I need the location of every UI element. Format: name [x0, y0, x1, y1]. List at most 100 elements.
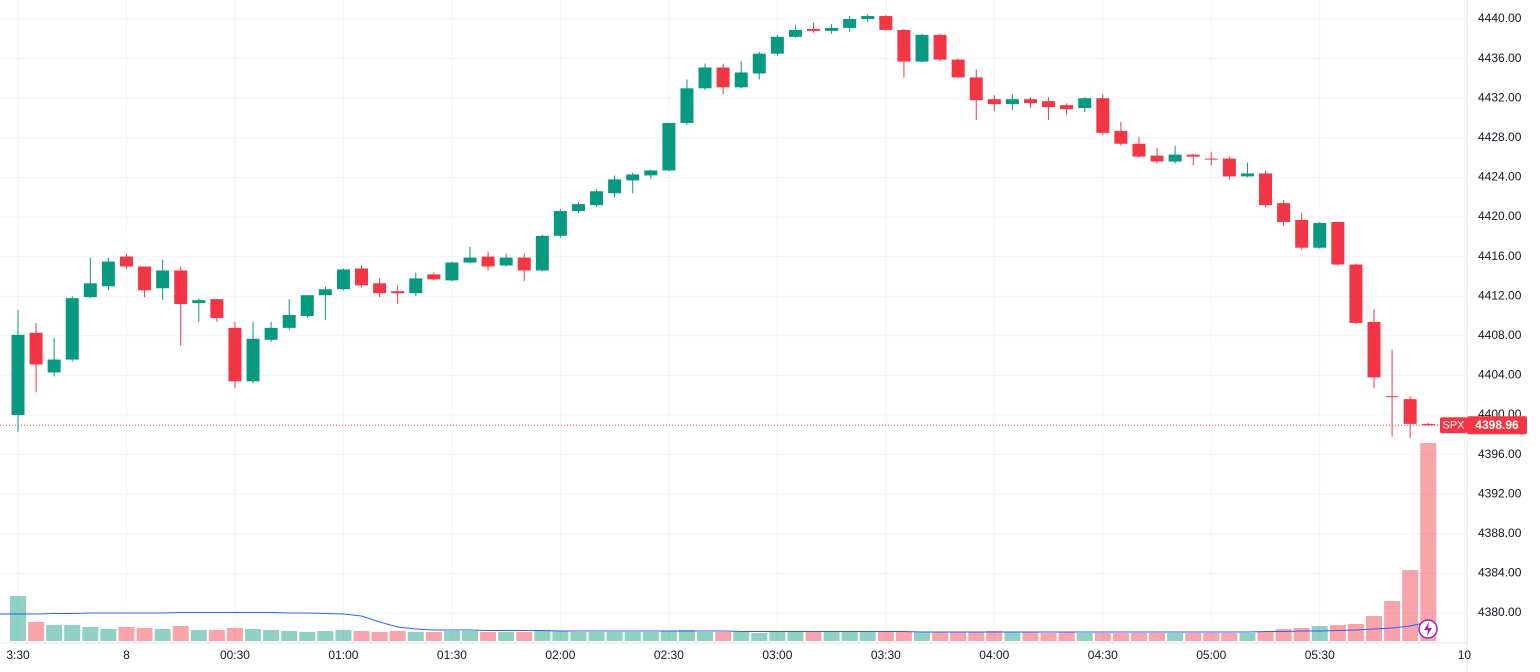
volume-bar: [389, 631, 406, 641]
volume-bar: [28, 622, 45, 641]
x-tick-label: 02:30: [654, 648, 684, 662]
candle-body: [1096, 98, 1110, 133]
volume-bar: [1402, 570, 1419, 641]
candle-body: [1078, 98, 1092, 109]
volume-bar: [1040, 633, 1057, 641]
volume-bar: [82, 627, 99, 641]
candle-body: [1313, 222, 1327, 248]
volume-bar: [624, 632, 641, 641]
candle-body: [373, 283, 387, 294]
volume-bar: [443, 631, 460, 641]
candle-body: [192, 300, 206, 304]
candle-body: [101, 261, 115, 287]
volume-bar: [118, 627, 135, 641]
candle-body: [843, 19, 857, 28]
x-tick-label: 01:30: [437, 648, 467, 662]
volume-bar: [407, 632, 424, 641]
volume-bar: [462, 631, 478, 641]
y-tick-label: 4416.00: [1478, 249, 1522, 263]
candle-body: [1349, 264, 1363, 323]
candle-body: [318, 289, 332, 296]
volume-bar: [10, 596, 26, 641]
candle-body: [590, 191, 604, 206]
candle-body: [951, 59, 965, 78]
y-tick-label: 4420.00: [1478, 209, 1522, 223]
candle-body: [535, 235, 549, 271]
y-tick-label: 4380.00: [1478, 605, 1522, 619]
candle-body: [300, 295, 314, 316]
volume-bar: [697, 632, 714, 641]
y-tick-label: 4428.00: [1478, 130, 1522, 144]
volume-bar: [859, 632, 876, 641]
axis-labels: 4380.004384.004388.004392.004396.004400.…: [6, 11, 1527, 662]
candle-body: [409, 278, 423, 294]
volume-bar: [245, 629, 262, 641]
candle-body: [969, 77, 983, 101]
volume-bar: [895, 632, 912, 641]
volume-bar: [335, 630, 352, 641]
candle-body: [1168, 154, 1182, 162]
x-tick-label: 02:00: [545, 648, 575, 662]
candle-body: [1060, 105, 1074, 110]
candle-body: [825, 27, 839, 31]
volume-bar: [877, 632, 894, 641]
volume-bar: [733, 632, 750, 641]
candle-body: [933, 34, 947, 60]
candle-body: [1277, 203, 1291, 222]
candle-body: [571, 204, 585, 212]
volume-bar: [823, 632, 840, 641]
y-tick-label: 4384.00: [1478, 566, 1522, 580]
candles: [0, 14, 1440, 438]
candle-body: [1331, 221, 1345, 265]
volume-bar: [1275, 629, 1292, 641]
candle-body: [698, 67, 712, 89]
candle-body: [481, 256, 495, 267]
volume-bar: [950, 632, 967, 641]
volume-bar: [1076, 633, 1093, 641]
candle-body: [626, 174, 640, 181]
candle-body: [1295, 219, 1309, 248]
symbol-tag: [1440, 417, 1467, 434]
volume-bar: [715, 632, 732, 641]
candle-body: [734, 72, 748, 88]
volume-bar: [660, 631, 677, 641]
candle-body: [1403, 399, 1417, 424]
y-tick-label: 4440.00: [1478, 11, 1522, 25]
volume-bar: [154, 629, 171, 641]
volume-bar: [46, 625, 63, 641]
candle-body: [861, 16, 875, 20]
volume-bar: [1058, 632, 1075, 641]
volume-bar: [914, 632, 930, 641]
volume-bar: [1203, 633, 1220, 641]
x-tick-label: 8: [123, 648, 130, 662]
volume-bar: [281, 631, 298, 641]
candle-body: [1204, 158, 1218, 160]
candle-body: [156, 270, 170, 289]
candle-body: [83, 283, 97, 298]
x-tick-label: 04:00: [979, 648, 1009, 662]
volume-bar: [1293, 628, 1310, 641]
y-tick-label: 4412.00: [1478, 288, 1522, 302]
x-tick-label: 00:30: [220, 648, 250, 662]
volume-bar: [371, 632, 388, 641]
volume-bar: [1022, 632, 1039, 641]
candle-body: [1150, 155, 1164, 162]
y-tick-label: 4396.00: [1478, 447, 1522, 461]
volume-bar: [172, 626, 189, 641]
volume-bar: [805, 632, 822, 641]
candle-body: [65, 298, 79, 360]
volume-bar: [226, 628, 243, 641]
volume-bar: [968, 632, 985, 641]
candle-body: [427, 274, 441, 280]
candle-body: [499, 257, 513, 266]
candle-body: [119, 256, 133, 267]
x-tick-label: 05:00: [1196, 648, 1226, 662]
volume-bar: [1311, 626, 1328, 641]
volume-bar: [1094, 633, 1111, 641]
volume-bar: [570, 632, 587, 641]
y-tick-label: 4408.00: [1478, 328, 1522, 342]
candle-body: [879, 16, 893, 30]
candle-body: [1186, 154, 1200, 157]
volume-bar: [1420, 443, 1437, 641]
